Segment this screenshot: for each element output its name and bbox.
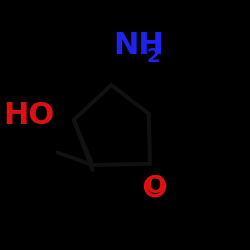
- Text: O: O: [144, 174, 166, 198]
- Text: HO: HO: [3, 100, 54, 130]
- Text: NH: NH: [114, 30, 164, 60]
- Text: 2: 2: [146, 47, 160, 66]
